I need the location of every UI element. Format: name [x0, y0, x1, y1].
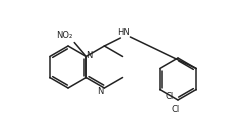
Text: N: N — [97, 87, 104, 96]
Text: N: N — [86, 51, 92, 60]
Text: NO₂: NO₂ — [56, 31, 72, 40]
Text: HN: HN — [117, 28, 130, 37]
Text: Cl: Cl — [166, 92, 174, 101]
Text: Cl: Cl — [172, 105, 180, 114]
